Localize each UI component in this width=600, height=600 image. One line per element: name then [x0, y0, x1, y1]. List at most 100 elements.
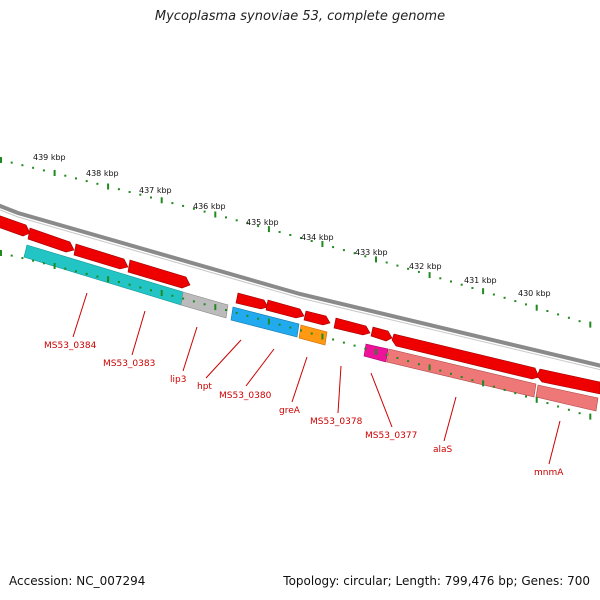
forward-strand-genes [0, 215, 600, 395]
minor-tick [514, 300, 517, 303]
minor-tick [10, 161, 13, 164]
gene-block [370, 326, 393, 342]
genome-backbone [0, 203, 600, 368]
minor-tick [182, 204, 185, 207]
gene-label: MS53_0383 [103, 359, 155, 369]
minor-tick [353, 344, 356, 347]
major-tick [0, 250, 2, 256]
minor-tick [192, 300, 195, 303]
minor-tick [514, 392, 517, 395]
minor-tick [439, 277, 442, 280]
minor-tick [567, 408, 570, 411]
gene-label: greA [279, 406, 301, 416]
minor-tick [117, 281, 120, 283]
feature-row [23, 244, 599, 412]
minor-tick [21, 164, 24, 167]
callout-line [72, 292, 88, 338]
minor-tick [310, 240, 313, 242]
minor-tick [396, 357, 399, 359]
gene-label: MS53_0377 [365, 431, 417, 441]
gene-label: mnmA [534, 468, 564, 478]
minor-tick [342, 341, 345, 344]
minor-tick [417, 270, 420, 273]
gene-label: hpt [197, 382, 212, 392]
minor-tick [96, 182, 99, 185]
gene-block [391, 333, 540, 380]
minor-tick [364, 347, 367, 350]
minor-tick [235, 219, 238, 222]
minor-tick [171, 294, 174, 297]
major-tick [321, 333, 324, 340]
major-tick [107, 183, 110, 190]
minor-tick [128, 283, 131, 286]
gene-block [73, 243, 129, 270]
callout-line [291, 356, 308, 403]
gene-block [265, 299, 305, 319]
minor-tick [64, 267, 67, 270]
minor-tick [246, 222, 249, 225]
kbp-label: 438 kbp [86, 169, 119, 178]
minor-tick [192, 207, 195, 210]
kbp-label-group: 439 kbp 438 kbp 437 kbp 436 kbp 435 kbp … [33, 153, 551, 298]
kbp-label: 433 kbp [355, 248, 388, 257]
gene-label: MS53_0378 [310, 417, 363, 427]
kbp-label: 439 kbp [33, 153, 66, 162]
accession-text: Accession: NC_007294 [9, 574, 146, 588]
minor-tick [503, 388, 506, 391]
minor-tick [353, 252, 356, 255]
minor-tick [460, 376, 463, 378]
minor-tick [310, 332, 313, 335]
gene-block [0, 215, 31, 237]
minor-tick [546, 310, 549, 312]
minor-tick [385, 353, 388, 356]
callout-line [548, 420, 561, 465]
major-tick [267, 226, 270, 233]
minor-tick [332, 338, 335, 341]
callout-line [131, 310, 146, 356]
major-tick [428, 364, 431, 371]
gene-block [303, 310, 331, 326]
minor-tick [85, 180, 88, 183]
gene-block [535, 384, 599, 412]
major-tick [214, 304, 217, 311]
minor-tick [407, 360, 410, 363]
minor-tick [85, 272, 88, 275]
major-tick [375, 348, 377, 355]
major-tick [589, 413, 592, 420]
callout-lines [72, 292, 561, 465]
minor-tick [42, 169, 45, 172]
minor-tick [557, 313, 560, 316]
minor-tick [278, 231, 281, 233]
kbp-label: 435 kbp [246, 218, 279, 227]
minor-tick [257, 317, 260, 320]
callout-line [182, 326, 198, 372]
minor-tick [10, 254, 13, 257]
callout-line [205, 339, 242, 379]
minor-tick [42, 262, 45, 265]
minor-tick [396, 264, 399, 267]
minor-tick [203, 303, 206, 306]
minor-tick [139, 193, 142, 196]
gene-block [298, 324, 328, 346]
major-tick [535, 396, 538, 403]
minor-tick [439, 369, 442, 372]
major-tick [107, 276, 110, 283]
minor-tick [417, 363, 420, 366]
minor-tick [75, 270, 77, 273]
gene-label: lip3 [170, 375, 186, 385]
minor-tick [450, 280, 452, 283]
genome-summary-text: Topology: circular; Length: 799,476 bp; … [283, 574, 590, 588]
major-tick [53, 263, 56, 269]
gene-block [386, 348, 537, 398]
gene-block [536, 368, 600, 395]
minor-tick [471, 287, 474, 289]
kbp-label: 432 kbp [409, 262, 442, 271]
minor-tick [471, 379, 474, 382]
callout-line [245, 348, 275, 387]
gene-block [333, 317, 371, 336]
major-tick [482, 288, 485, 295]
minor-tick [332, 246, 335, 249]
minor-tick [557, 405, 560, 408]
gene-label: MS53_0384 [44, 341, 97, 351]
kbp-label: 431 kbp [464, 276, 497, 285]
